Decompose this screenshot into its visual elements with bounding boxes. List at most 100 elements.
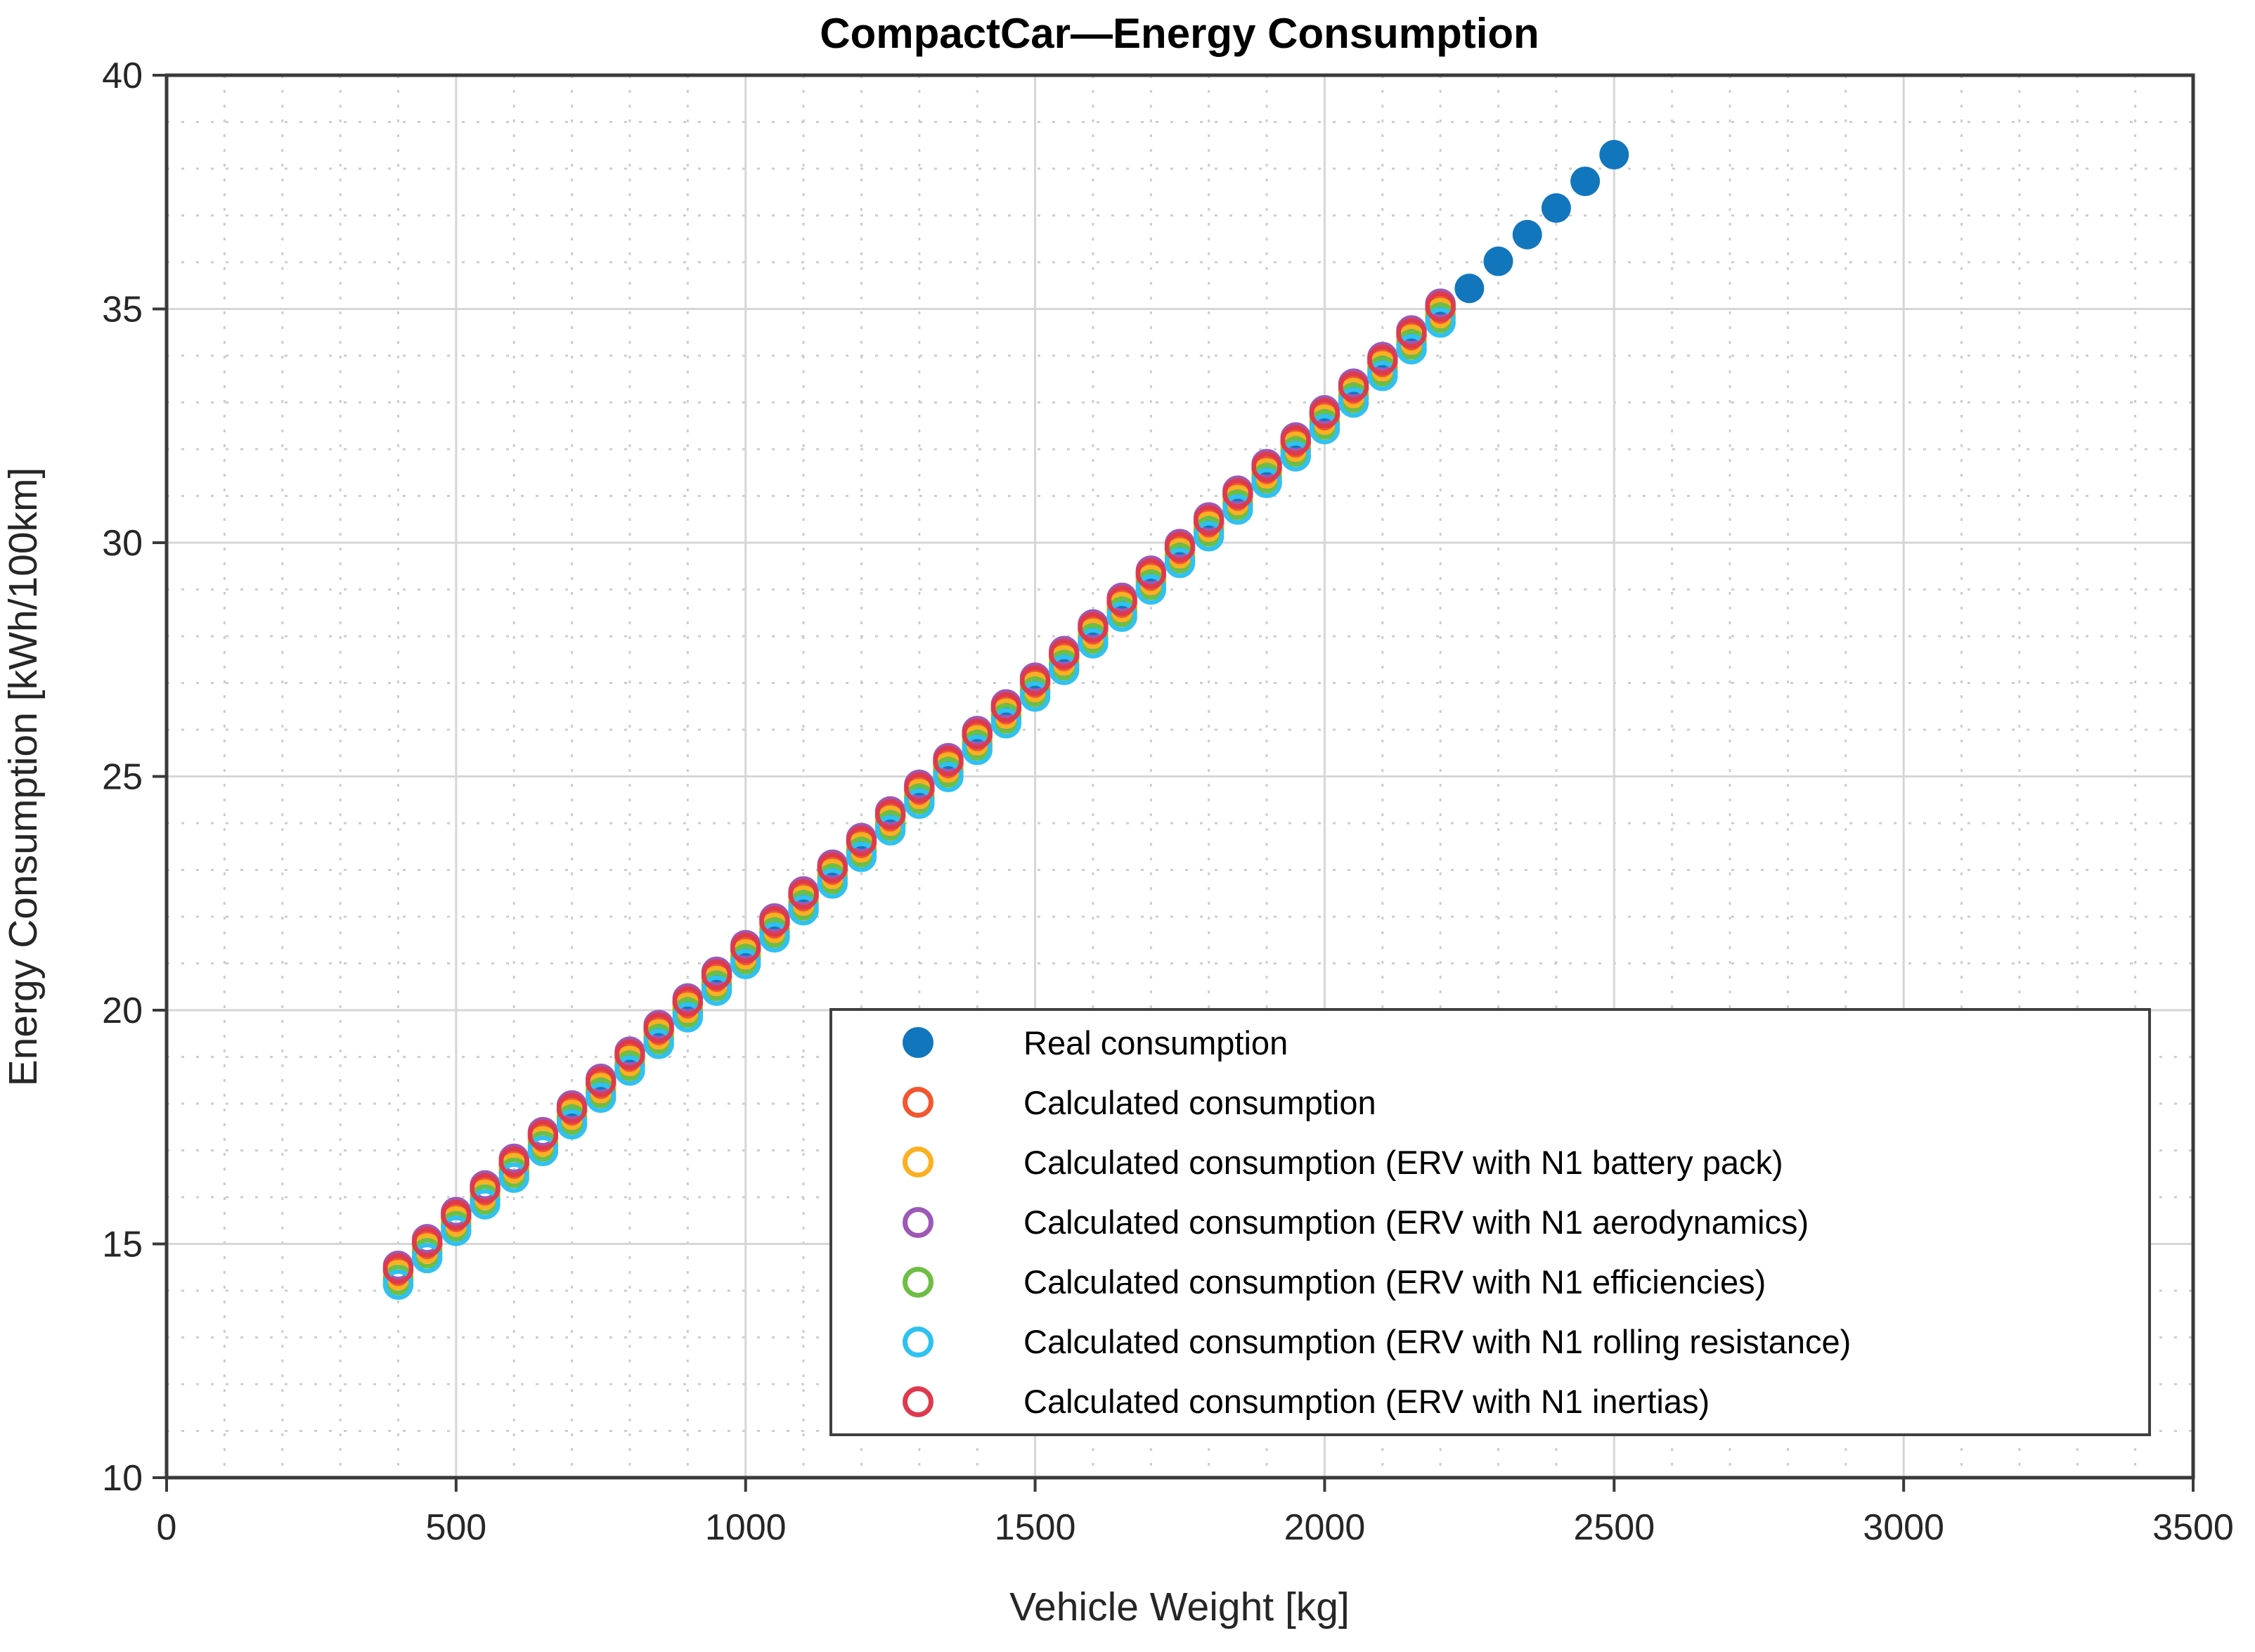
data-point (614, 1055, 645, 1086)
data-point (1078, 628, 1109, 659)
data-point (1019, 665, 1051, 696)
legend-item: Calculated consumption (ERV with N1 iner… (832, 1374, 2148, 1430)
data-point (817, 868, 848, 899)
data-point (1193, 505, 1225, 536)
data-point (1222, 494, 1253, 525)
data-point (1106, 601, 1137, 632)
x-tick-label: 2000 (1284, 1507, 1366, 1548)
data-point (701, 975, 732, 1006)
data-point (1164, 531, 1196, 562)
data-point (1280, 441, 1311, 472)
data-point (1454, 273, 1485, 304)
data-point (672, 1002, 704, 1033)
legend-open-circle-icon (903, 1147, 933, 1178)
data-point (1193, 520, 1225, 552)
data-point (1049, 638, 1080, 670)
data-point (1425, 307, 1456, 338)
data-point (759, 922, 790, 953)
data-point (1135, 558, 1167, 589)
x-tick-label: 1500 (995, 1507, 1076, 1548)
data-point (1049, 654, 1080, 685)
data-point (382, 1253, 414, 1284)
data-point (904, 788, 935, 819)
legend-label: Calculated consumption (ERV with N1 roll… (1023, 1323, 1852, 1361)
data-point (441, 1199, 472, 1231)
y-tick-label: 40 (102, 56, 143, 96)
data-point (904, 772, 935, 804)
data-point (846, 825, 877, 857)
y-tick-label: 25 (102, 757, 143, 798)
data-point (1570, 166, 1601, 196)
data-point (990, 707, 1022, 739)
legend-open-circle-icon (903, 1087, 933, 1118)
data-point (1541, 193, 1571, 223)
legend-label: Calculated consumption (1023, 1083, 1376, 1121)
data-point (1164, 547, 1196, 579)
data-point (1078, 612, 1109, 643)
legend: Real consumption Calculated consumption Ca… (829, 1008, 2151, 1436)
legend-label: Real consumption (1023, 1024, 1288, 1061)
series-calculated-consumption-erv-with-n1-rolling-resistance- (382, 307, 1456, 1301)
legend-open-circle-icon (903, 1386, 933, 1417)
legend-item: Calculated consumption (ERV with N1 aero… (832, 1194, 2148, 1251)
x-tick-label: 3500 (2152, 1507, 2234, 1548)
data-point (441, 1215, 472, 1246)
data-point-layer (382, 140, 1629, 1301)
data-point (1019, 681, 1051, 712)
data-point (933, 761, 964, 792)
legend-item: Calculated consumption (832, 1074, 2148, 1130)
legend-label: Calculated consumption (ERV with N1 batt… (1023, 1143, 1783, 1181)
data-point (643, 1012, 674, 1044)
data-point (701, 959, 732, 990)
chart-title: CompactCar—Energy Consumption (820, 10, 1539, 57)
x-tick-label: 1000 (705, 1507, 787, 1548)
data-point (990, 692, 1022, 723)
data-point (498, 1146, 529, 1177)
data-point (556, 1109, 588, 1140)
data-point (1309, 413, 1340, 445)
data-point (1338, 371, 1369, 402)
data-point (470, 1189, 500, 1220)
x-tick-label: 500 (425, 1507, 486, 1548)
data-point (1367, 344, 1398, 375)
data-point (1251, 451, 1282, 483)
legend-item: Real consumption (832, 1014, 2148, 1071)
data-point (614, 1039, 645, 1070)
legend-filled-circle-icon (903, 1027, 933, 1059)
data-point (1222, 478, 1253, 509)
data-point (527, 1135, 559, 1166)
data-point (1309, 398, 1340, 429)
y-tick-label: 35 (102, 290, 143, 330)
legend-open-circle-icon (903, 1206, 933, 1238)
data-point (411, 1242, 443, 1274)
data-point (962, 734, 993, 766)
data-point (817, 852, 848, 883)
data-point (846, 841, 877, 872)
data-point (730, 932, 761, 964)
data-point (586, 1066, 616, 1097)
y-tick-label: 10 (102, 1458, 143, 1499)
x-tick-label: 0 (157, 1507, 177, 1548)
data-point (586, 1082, 616, 1114)
data-point (1106, 585, 1137, 617)
data-point (382, 1269, 414, 1301)
data-point (1251, 467, 1282, 498)
data-point (527, 1119, 559, 1151)
tick-layer: 0 500 1000 1500 2000 2500 3000 3500 10 15 20 25 30 35… (102, 56, 2234, 1548)
data-point (1338, 387, 1369, 418)
data-point (1396, 318, 1427, 349)
x-axis-label: Vehicle Weight [kg] (1009, 1585, 1350, 1630)
legend-label: Calculated consumption (ERV with N1 iner… (1023, 1383, 1710, 1421)
y-tick-label: 20 (102, 990, 143, 1031)
legend-item: Calculated consumption (ERV with N1 batt… (832, 1134, 2148, 1190)
data-point (1425, 291, 1456, 322)
legend-label: Calculated consumption (ERV with N1 aero… (1023, 1203, 1809, 1241)
data-point (962, 718, 993, 749)
data-point (788, 879, 819, 910)
data-point (1135, 574, 1167, 605)
y-axis-label: Energy Consumption [kWh/100km] (1, 467, 46, 1087)
data-point (1599, 140, 1629, 170)
data-point (1367, 360, 1398, 392)
series-calculated-consumption-erv-with-n1-inertias- (382, 291, 1456, 1284)
